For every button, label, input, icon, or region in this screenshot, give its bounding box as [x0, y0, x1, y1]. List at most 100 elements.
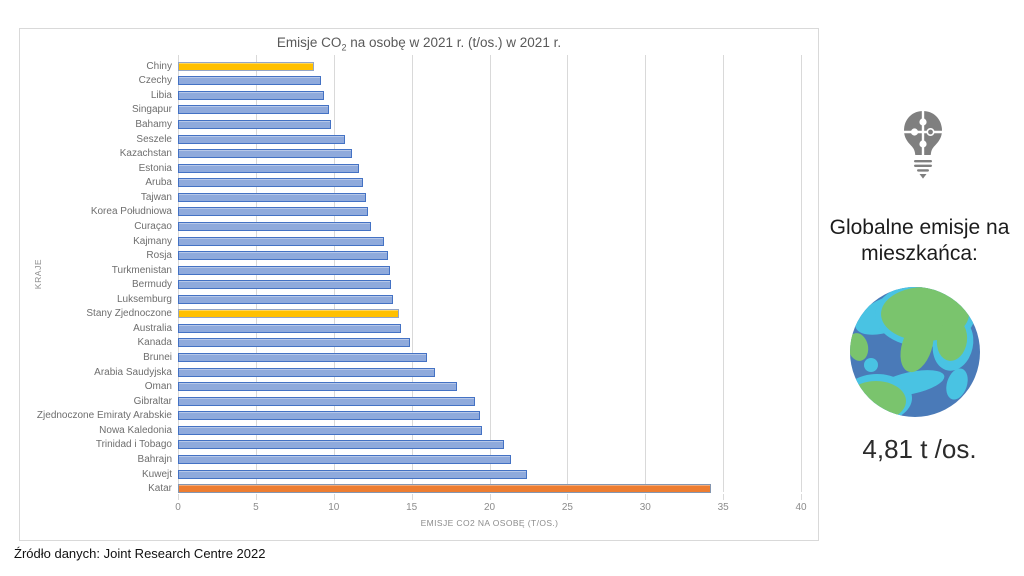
bar-track [178, 409, 801, 424]
bar [178, 484, 711, 494]
bar-track [178, 219, 801, 234]
bar-label: Chiny [146, 60, 172, 72]
bar-track [178, 161, 801, 176]
bar-track [178, 336, 801, 351]
bar [178, 221, 372, 231]
source-note: Źródło danych: Joint Research Centre 202… [14, 546, 266, 561]
bar-track [178, 438, 801, 453]
bar-label: Luksemburg [116, 293, 172, 305]
bar [178, 367, 435, 377]
bar-label: Bahamy [135, 119, 172, 131]
bar-row: Kanada [30, 336, 801, 351]
bar-track [178, 263, 801, 278]
bar-row: Gibraltar [30, 394, 801, 409]
bar-label: Seszele [136, 133, 172, 145]
bar-label: Arabia Saudyjska [94, 366, 172, 378]
bar [178, 76, 322, 86]
bar-label: Bermudy [131, 279, 172, 291]
bar-row: Libia [30, 88, 801, 103]
bar-label: Kuwejt [141, 468, 172, 480]
bar-rows: Chiny Czechy Libia Singapur Bahamy Seszele Kaz… [30, 59, 801, 496]
bar-track [178, 88, 801, 103]
bar-track [178, 452, 801, 467]
bar-row: Zjednoczone Emiraty Arabskie [30, 409, 801, 424]
bar [178, 469, 527, 479]
gridline [801, 55, 802, 492]
bar-track [178, 423, 801, 438]
bar [178, 280, 392, 290]
bar [178, 61, 314, 71]
bar [178, 323, 401, 333]
bar-row: Turkmenistan [30, 263, 801, 278]
bar-row: Australia [30, 321, 801, 336]
x-tick-label: 0 [175, 502, 181, 513]
bar-row: Singapur [30, 103, 801, 118]
bar [178, 192, 367, 202]
bar-row: Kazachstan [30, 146, 801, 161]
bar-track [178, 190, 801, 205]
bar-row: Luksemburg [30, 292, 801, 307]
bar-track [178, 146, 801, 161]
earth-icon [850, 287, 980, 417]
bar-row: Estonia [30, 161, 801, 176]
bar [178, 90, 325, 100]
bar-row: Korea Południowa [30, 205, 801, 220]
bar-label: Czechy [138, 75, 172, 87]
bar [178, 454, 512, 464]
bar-label: Oman [144, 381, 172, 393]
chart-card: Emisje CO2 na osobę w 2021 r. (t/os.) w … [19, 28, 819, 541]
x-tick-mark [801, 494, 802, 500]
bar [178, 120, 331, 130]
x-tick-label: 40 [795, 502, 807, 513]
bar-label: Australia [133, 322, 172, 334]
bar [178, 149, 353, 159]
x-tick-label: 35 [717, 502, 729, 513]
bar [178, 440, 504, 450]
bar-label: Trinidad i Tobago [95, 439, 172, 451]
bar-row: Chiny [30, 59, 801, 74]
bar-track [178, 103, 801, 118]
bar-label: Kazachstan [119, 148, 172, 160]
chart-title: Emisje CO2 na osobę w 2021 r. (t/os.) w … [20, 35, 818, 53]
side-panel: Globalne emisje na mieszkańca: 4,81 t /o… [820, 0, 1024, 576]
puzzle-lightbulb-icon [904, 111, 942, 179]
bar-row: Bermudy [30, 277, 801, 292]
bar-track [178, 277, 801, 292]
bar [178, 294, 393, 304]
x-tick-label: 10 [328, 502, 340, 513]
bar [178, 338, 411, 348]
bar-row: Aruba [30, 176, 801, 191]
chart-title-pre: Emisje CO [276, 35, 342, 50]
bar-label: Bahrajn [137, 453, 172, 465]
bar [178, 396, 476, 406]
bar-row: Bahamy [30, 117, 801, 132]
bar-row: Nowa Kaledonia [30, 423, 801, 438]
bar-label: Gibraltar [133, 395, 172, 407]
bar-track [178, 248, 801, 263]
bar-track [178, 234, 801, 249]
bar [178, 134, 345, 144]
bar-label: Korea Południowa [90, 206, 172, 218]
bar-row: Kajmany [30, 234, 801, 249]
bar-label: Turkmenistan [111, 264, 172, 276]
bar-track [178, 117, 801, 132]
bar-row: Czechy [30, 74, 801, 89]
side-heading: Globalne emisje na mieszkańca: [829, 216, 1010, 265]
bar-track [178, 176, 801, 191]
bar-label: Kanada [137, 337, 172, 349]
bar-row: Trinidad i Tobago [30, 438, 801, 453]
bar [178, 207, 368, 217]
bar-label: Estonia [138, 162, 172, 174]
bar [178, 353, 428, 363]
bar-row: Oman [30, 379, 801, 394]
bar-row: Curaçao [30, 219, 801, 234]
bar-label: Libia [150, 89, 172, 101]
bar-label: Tajwan [140, 191, 172, 203]
bar-label: Brunei [143, 352, 172, 364]
bar [178, 382, 457, 392]
bar-row: Arabia Saudyjska [30, 365, 801, 380]
bar-track [178, 394, 801, 409]
chart-title-post: na osobę w 2021 r. (t/os.) w 2021 r. [346, 35, 562, 50]
x-tick-label: 5 [253, 502, 259, 513]
bar-track [178, 307, 801, 322]
